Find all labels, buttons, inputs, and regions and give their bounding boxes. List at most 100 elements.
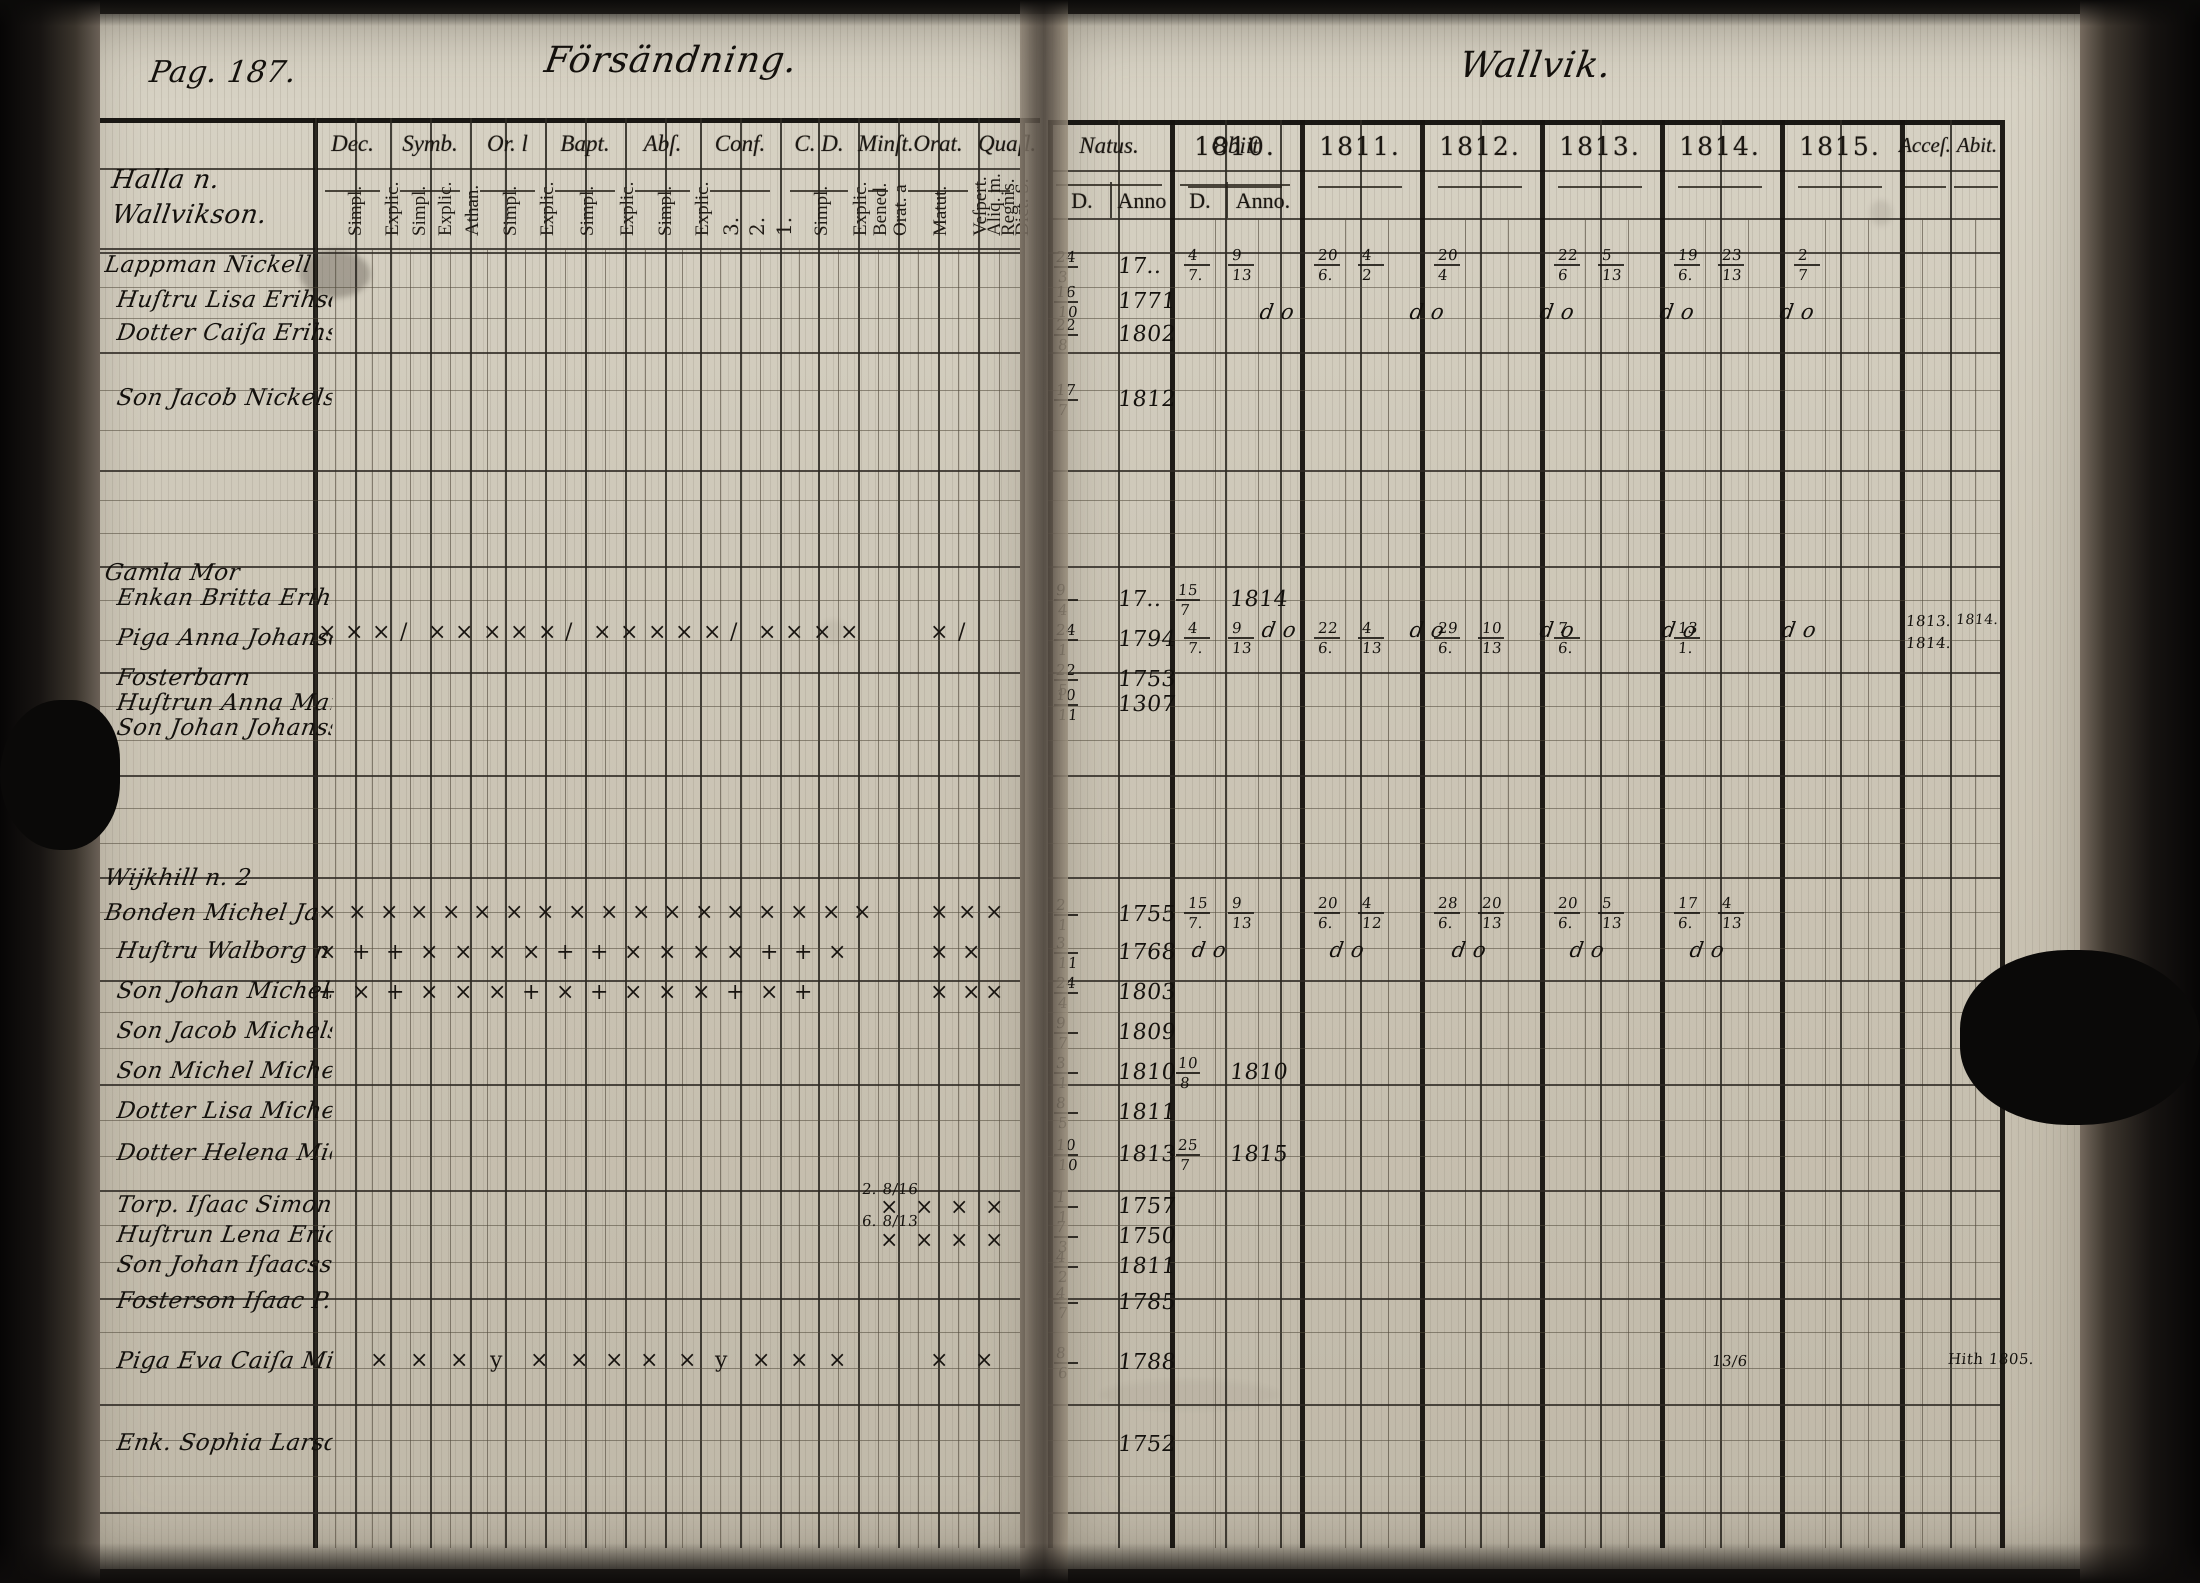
attendance-mark: × <box>675 620 694 645</box>
attendance-mark: / <box>565 620 573 645</box>
entry-name: Dotter Caiſa Erihsdotter <box>114 320 335 346</box>
entry-name: Wijkhill n. 2 <box>102 865 254 891</box>
right-row-rule <box>1048 808 2000 809</box>
fraction-bar <box>1554 637 1580 639</box>
fraction-bar <box>1184 637 1210 639</box>
year-cell-month: 6. <box>1317 639 1335 657</box>
attendance-mark: × <box>318 620 337 645</box>
left-column-rule <box>390 118 392 1548</box>
ditto-mark: d o <box>1778 300 1817 324</box>
right-column-rule <box>1420 120 1425 1548</box>
abit-note-2: 1814. <box>1905 634 1953 652</box>
left-row-rule <box>95 740 1020 741</box>
fraction-bar <box>1228 264 1254 266</box>
natus-year: 1785 <box>1116 1290 1178 1315</box>
natus-year: 1811 <box>1116 1100 1178 1125</box>
right-header-year-1810: 1810. <box>1194 132 1276 161</box>
header-underline <box>988 190 1010 192</box>
attendance-mark: × <box>454 980 473 1005</box>
attendance-mark: × <box>758 620 777 645</box>
ink-speck <box>1870 200 1892 226</box>
fraction-bar <box>1718 264 1744 266</box>
right-column-subrule <box>1922 218 1923 1548</box>
attendance-mark: × <box>726 940 745 965</box>
right-row-rule <box>1048 672 2000 674</box>
left-row-rule <box>95 775 1020 777</box>
subheader-natus-d: D. <box>1071 188 1093 213</box>
header-underline <box>1678 186 1762 188</box>
header-underline <box>1188 186 1282 188</box>
attendance-mark: × <box>593 620 612 645</box>
attendance-mark: + <box>760 940 779 965</box>
fraction-bar <box>1434 912 1460 914</box>
year-cell-month: 7 <box>1797 266 1809 284</box>
attendance-mark: × <box>473 900 492 925</box>
entry-name: Piga Eva Caiſa Michelsdotter <box>114 1348 335 1374</box>
left-subheader-simpl: Simpl. <box>344 185 366 236</box>
right-row-rule <box>1048 1225 2000 1226</box>
attendance-mark: + <box>386 980 405 1005</box>
natus-year: 1803 <box>1116 980 1178 1005</box>
fraction-bar <box>1314 264 1340 266</box>
attendance-mark: × <box>695 900 714 925</box>
right-column-subrule <box>1628 218 1629 1548</box>
left-subheader-rule <box>95 248 1020 250</box>
right-header-rule <box>1048 170 2000 172</box>
left-column-subrule <box>565 248 566 1548</box>
attendance-mark: + <box>590 940 609 965</box>
thumb-shadow-right <box>1960 950 2200 1125</box>
attendance-mark: × <box>950 1195 969 1220</box>
attendance-mark: × <box>442 900 461 925</box>
fraction-bar <box>1478 912 1504 914</box>
ditto-mark: d o <box>1780 618 1819 642</box>
left-row-rule <box>95 1084 1020 1086</box>
left-header-conf: Conf. <box>714 131 766 156</box>
header-underline <box>908 190 968 192</box>
right-header-abit: Abit. <box>1956 133 1998 157</box>
year-cell-month: 6. <box>1677 914 1695 932</box>
fraction-bar <box>1674 912 1700 914</box>
fraction-bar <box>1674 637 1700 639</box>
page-number: Pag. 187. <box>147 55 300 90</box>
fraction-bar <box>1176 1072 1200 1074</box>
attendance-mark: × <box>790 1348 809 1373</box>
header-underline <box>555 190 615 192</box>
right-header-obiit: Obiit <box>1211 133 1259 158</box>
attendance-mark: × <box>930 980 949 1005</box>
left-subheader-aliqm: Aliq. m. <box>984 173 1005 236</box>
right-column-rule <box>1360 120 1362 1548</box>
header-underline <box>325 190 380 192</box>
attendance-mark: × <box>658 940 677 965</box>
left-column-rule <box>430 118 432 1548</box>
attendance-mark: × <box>958 900 977 925</box>
year-cell-day: 15 <box>1187 894 1210 912</box>
right-column-subrule <box>1215 218 1216 1548</box>
right-row-rule <box>1048 1512 2000 1514</box>
fraction-bar <box>1554 912 1580 914</box>
year-cell-day2: 5 <box>1601 246 1613 264</box>
attendance-mark: + <box>386 940 405 965</box>
left-table-top-rule <box>95 118 1040 123</box>
right-row-rule <box>1048 1476 2000 1477</box>
attendance-mark: y <box>490 1348 503 1373</box>
attendance-mark: × <box>450 1348 469 1373</box>
attendance-mark: × <box>488 940 507 965</box>
left-column-subrule <box>605 248 606 1548</box>
left-subheader-simpl: Simpl. <box>811 185 832 236</box>
attendance-mark: × <box>678 1348 697 1373</box>
right-row-rule <box>1048 1156 2000 1157</box>
natus-year: 1809 <box>1116 1020 1178 1045</box>
left-header-rule <box>95 168 1020 170</box>
natus-year: 1812 <box>1116 387 1178 412</box>
right-column-rule <box>1300 120 1305 1548</box>
entry-name: Piga Anna Johansdotter <box>114 625 335 651</box>
header-underline <box>635 190 690 192</box>
attendance-mark: × <box>985 900 1004 925</box>
abit-note-3: Hith 1805. <box>1947 1350 2036 1368</box>
year-cell-month2: 13 <box>1721 266 1744 284</box>
natus-year: 17.. <box>1116 587 1164 612</box>
right-row-rule <box>1048 600 2000 601</box>
left-row-rule <box>95 980 1020 982</box>
year-cell-day: 17 <box>1677 894 1700 912</box>
right-column-subrule <box>1585 218 1586 1548</box>
